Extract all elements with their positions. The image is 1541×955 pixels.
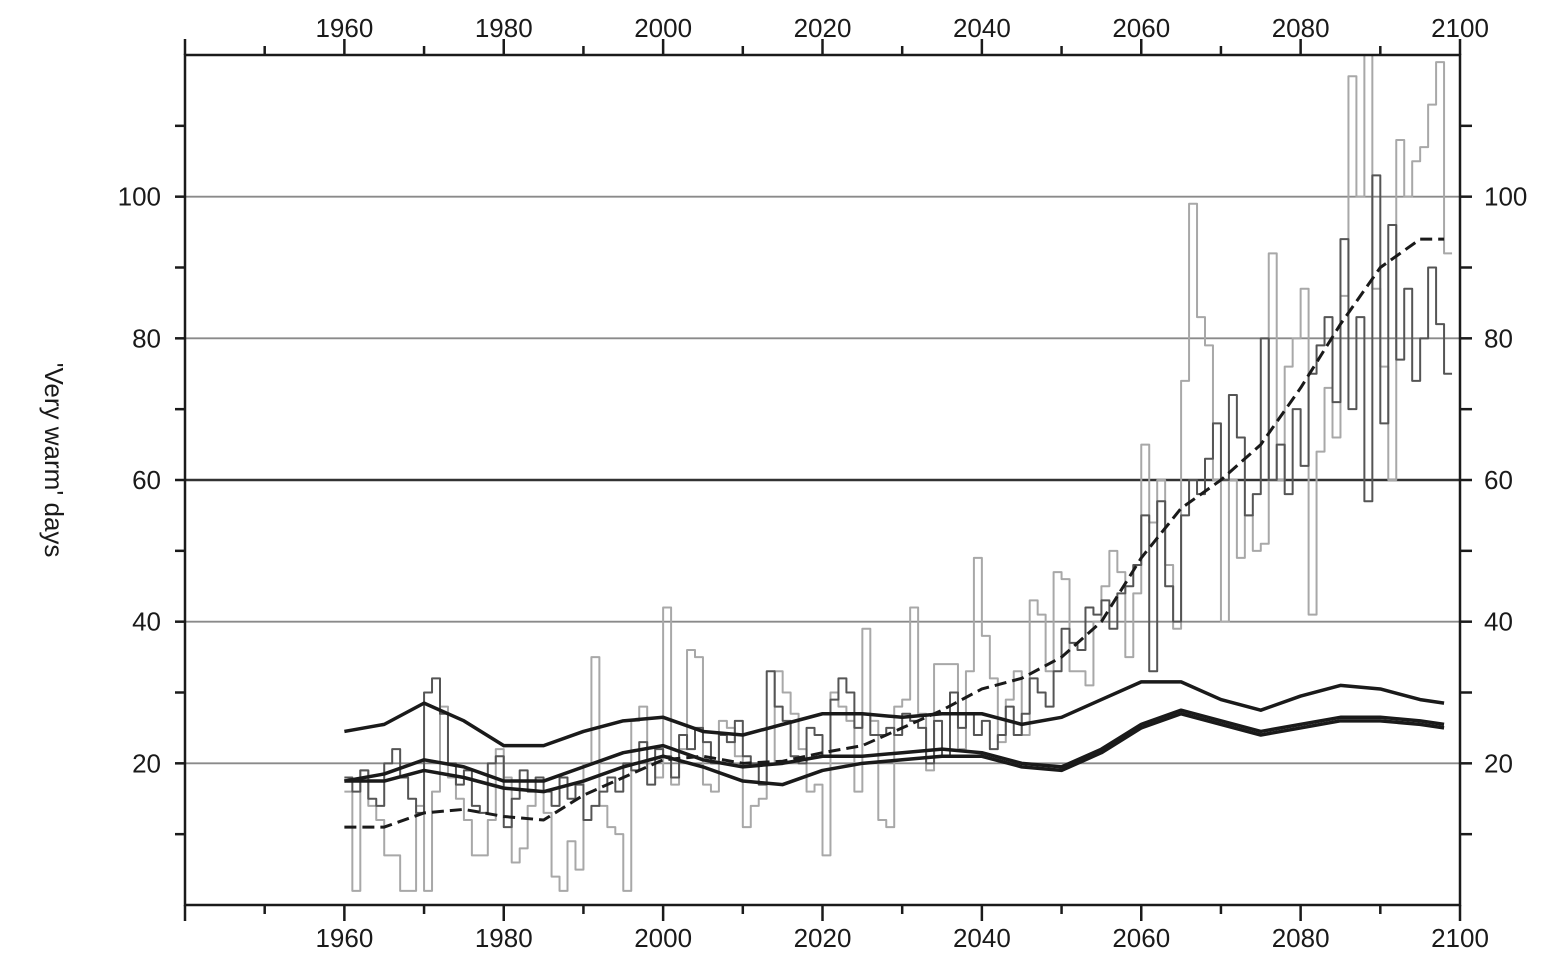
series-line-6 bbox=[344, 712, 1445, 794]
y-tick-label-left: 80 bbox=[132, 323, 161, 353]
y-tick-label-left: 100 bbox=[118, 182, 161, 212]
x-tick-label-bottom: 2080 bbox=[1272, 923, 1330, 953]
series-line-5 bbox=[344, 708, 1445, 783]
x-tick-label-top: 2060 bbox=[1112, 13, 1170, 43]
x-tick-label-bottom: 2100 bbox=[1431, 923, 1489, 953]
y-tick-label-right: 40 bbox=[1484, 607, 1513, 637]
axes bbox=[175, 39, 1472, 921]
x-tick-label-top: 2080 bbox=[1272, 13, 1330, 43]
x-tick-label-top: 2020 bbox=[794, 13, 852, 43]
y-tick-label-left: 20 bbox=[132, 748, 161, 778]
y-tick-label-right: 80 bbox=[1484, 323, 1513, 353]
series-group bbox=[344, 54, 1453, 892]
y-tick-label-left: 40 bbox=[132, 607, 161, 637]
gridlines bbox=[185, 195, 1460, 765]
x-tick-label-top: 2000 bbox=[634, 13, 692, 43]
x-tick-label-top: 1960 bbox=[315, 13, 373, 43]
y-axis-title: 'Very warm' days bbox=[39, 363, 69, 558]
x-tick-label-bottom: 2040 bbox=[953, 923, 1011, 953]
x-tick-label-bottom: 2000 bbox=[634, 923, 692, 953]
y-tick-label-right: 100 bbox=[1484, 182, 1527, 212]
y-tick-label-left: 60 bbox=[132, 465, 161, 495]
x-tick-label-top: 1980 bbox=[475, 13, 533, 43]
y-tick-label-right: 20 bbox=[1484, 748, 1513, 778]
x-tick-label-bottom: 2060 bbox=[1112, 923, 1170, 953]
x-tick-label-bottom: 1980 bbox=[475, 923, 533, 953]
series-line-4 bbox=[344, 680, 1445, 748]
tick-labels: 1960196019801980200020002020202020402040… bbox=[118, 13, 1528, 953]
x-tick-label-bottom: 2020 bbox=[794, 923, 852, 953]
x-tick-label-top: 2040 bbox=[953, 13, 1011, 43]
series-line-3 bbox=[344, 237, 1445, 829]
y-tick-label-right: 60 bbox=[1484, 465, 1513, 495]
x-tick-label-bottom: 1960 bbox=[315, 923, 373, 953]
x-tick-label-top: 2100 bbox=[1431, 13, 1489, 43]
